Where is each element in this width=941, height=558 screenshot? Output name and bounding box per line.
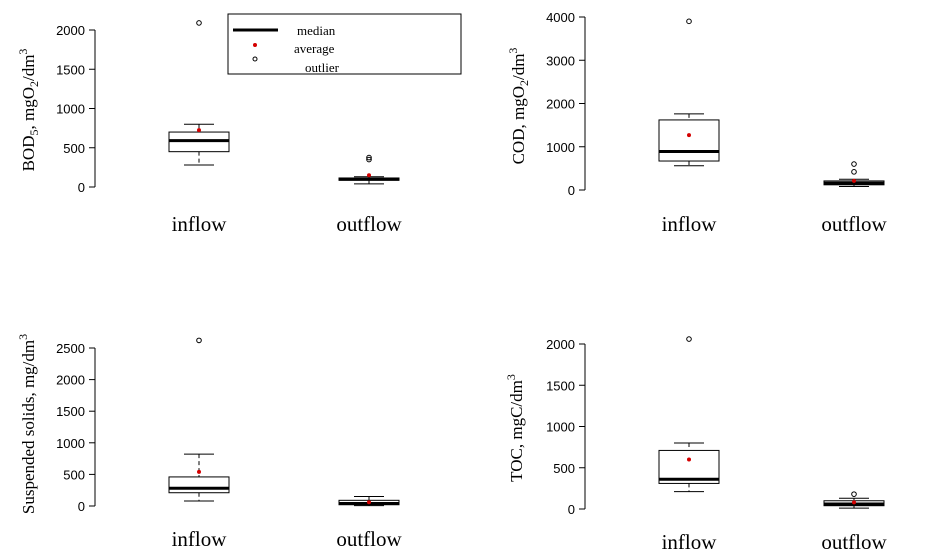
category-label: inflow: [172, 527, 228, 551]
y-tick-label: 500: [63, 141, 85, 156]
y-tick-label: 1000: [56, 102, 85, 117]
y-tick-label: 1000: [546, 420, 575, 435]
category-label: inflow: [662, 212, 718, 236]
legend-frame: [227, 13, 462, 75]
y-tick-label: 3000: [546, 53, 575, 68]
outlier-point: [686, 18, 692, 25]
axis-title-bod: BOD5, mgO2/dm3: [16, 49, 41, 172]
y-tick-label: 4000: [546, 10, 575, 25]
average-point: [852, 500, 856, 505]
y-tick-label: 1000: [546, 140, 575, 155]
average-point: [367, 500, 371, 505]
outlier-point: [851, 169, 857, 175]
category-label: inflow: [172, 212, 228, 236]
outlier-point: [196, 20, 202, 26]
y-tick-label: 2000: [546, 337, 575, 352]
average-point: [197, 469, 201, 474]
legend-median-label: median: [297, 23, 336, 38]
y-tick-label: 2000: [56, 23, 85, 38]
legend-outlier-swatch: [252, 56, 258, 62]
average-point: [367, 173, 371, 178]
legend-outlier-label: outlier: [305, 60, 340, 75]
legend-average-swatch: [253, 43, 257, 47]
y-tick-label: 2000: [56, 373, 85, 388]
average-point: [852, 178, 856, 183]
outlier-point: [851, 161, 857, 167]
y-tick-label: 2000: [546, 97, 575, 112]
average-point: [687, 457, 691, 462]
outlier-point: [196, 337, 202, 344]
box-iqr: [658, 119, 720, 162]
legend-average-label: average: [294, 41, 335, 56]
category-label: outflow: [336, 212, 402, 236]
y-tick-label: 1500: [56, 62, 85, 77]
y-tick-label: 1000: [56, 436, 85, 451]
y-tick-label: 1500: [56, 404, 85, 419]
category-label: outflow: [821, 212, 887, 236]
y-tick-label: 0: [78, 499, 85, 514]
legend: median average outlier: [227, 13, 462, 75]
y-tick-label: 500: [553, 461, 575, 476]
outlier-point: [851, 491, 857, 497]
outlier-point: [366, 156, 372, 163]
y-tick-label: 1500: [546, 378, 575, 393]
y-tick-label: 2500: [56, 341, 85, 356]
axis-title-cod: COD, mgO2/dm3: [506, 48, 531, 165]
outlier-point: [366, 154, 372, 161]
box-iqr: [168, 476, 230, 494]
y-tick-label: 0: [568, 502, 575, 517]
y-tick-label: 0: [568, 183, 575, 198]
y-tick-label: 0: [78, 180, 85, 195]
average-point: [197, 128, 201, 133]
outlier-point: [686, 336, 692, 342]
average-point: [687, 133, 691, 138]
axis-title-ss: Suspended solids, mg/dm3: [16, 334, 38, 514]
category-label: outflow: [821, 530, 887, 553]
category-label: inflow: [662, 530, 718, 553]
category-label: outflow: [336, 527, 402, 551]
axis-title-toc: TOC, mgC/dm3: [504, 374, 526, 482]
y-tick-label: 500: [63, 467, 85, 482]
